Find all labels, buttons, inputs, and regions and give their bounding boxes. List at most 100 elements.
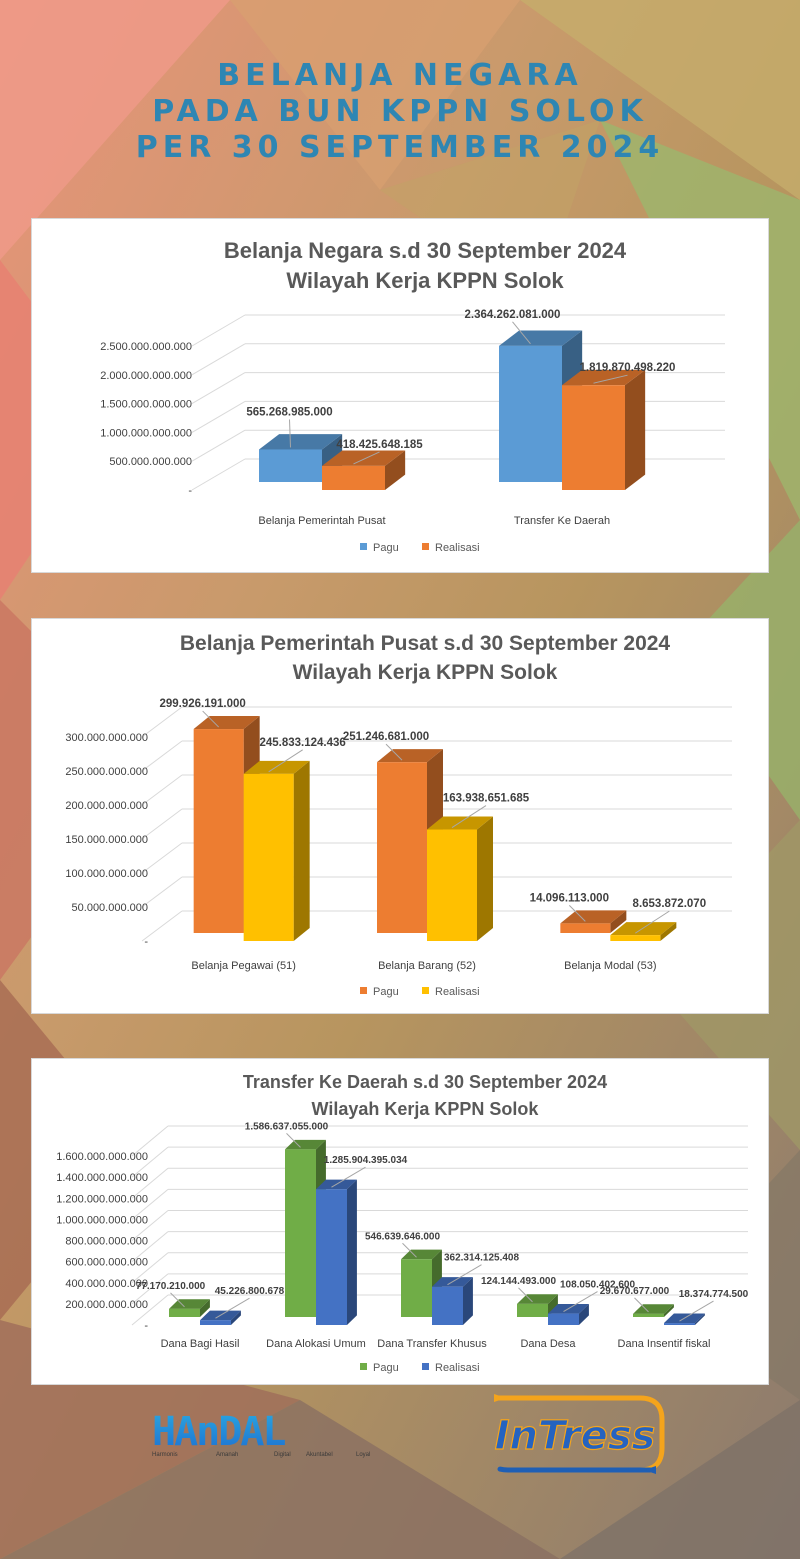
data-label: 29.670.677.000	[600, 1286, 670, 1297]
bar-realisasi	[664, 1323, 695, 1325]
handal-tagline-4: Akuntabel	[306, 1452, 333, 1458]
data-label: 77.170.210.000	[136, 1281, 206, 1292]
legend-label-realisasi: Realisasi	[435, 986, 480, 998]
handal-logo-word: HAnDAL	[152, 1412, 285, 1448]
handal-tagline-3: Digital	[274, 1452, 291, 1458]
legend-swatch-pagu	[360, 543, 367, 550]
x-category-label: Belanja Modal (53)	[564, 960, 656, 972]
bar-pagu	[633, 1313, 664, 1317]
y-tick-label: 400.000.000.000	[65, 1278, 148, 1290]
legend-label-pagu: Pagu	[373, 1362, 399, 1374]
legend-label-realisasi: Realisasi	[435, 1362, 480, 1374]
data-label-leader	[170, 1292, 185, 1308]
handal-tagline-5: Loyal	[356, 1452, 371, 1458]
data-label: 1.285.904.395.034	[324, 1155, 408, 1166]
bar-pagu	[401, 1259, 432, 1317]
bar-side-pagu	[610, 910, 627, 933]
y-tick-label: 200.000.000.000	[65, 800, 148, 812]
chart-belanja-negara-panel: Belanja Negara s.d 30 September 2024 Wila…	[31, 218, 769, 573]
y-tick-label: 1.600.000.000.000	[56, 1151, 148, 1163]
chart-transfer-ke-daerah-panel: Transfer Ke Daerah s.d 30 September 2024…	[31, 1058, 769, 1385]
data-label: 245.833.124.436	[259, 737, 345, 749]
data-label: 18.374.774.500	[679, 1289, 749, 1300]
bar-side-realisasi	[385, 450, 406, 490]
bar-pagu	[193, 729, 244, 933]
bar-realisasi	[548, 1313, 579, 1325]
data-label-leader	[451, 805, 487, 828]
gridline-diagonal	[131, 1231, 169, 1263]
legend-label-realisasi: Realisasi	[435, 542, 480, 554]
data-label: 546.639.646.000	[365, 1231, 441, 1242]
bar-side-realisasi	[695, 1313, 705, 1325]
bar-top-realisasi	[243, 760, 310, 774]
page-title-line-2: PADA BUN KPPN SOLOK	[152, 94, 648, 129]
data-label: 8.653.872.070	[633, 898, 707, 910]
data-label-leader	[331, 1166, 366, 1188]
data-label-leader	[202, 710, 220, 728]
data-label-leader	[286, 1133, 301, 1148]
gridline-diagonal	[141, 808, 183, 840]
bar-top-realisasi	[322, 450, 406, 466]
y-tick-label: 800.000.000.000	[65, 1236, 148, 1248]
legend-swatch-pagu	[360, 987, 367, 994]
data-label: 1.586.637.055.000	[245, 1121, 329, 1132]
gridline-diagonal	[191, 458, 246, 491]
chart-subtitle: Wilayah Kerja KPPN Solok	[293, 661, 558, 684]
bar-pagu	[499, 345, 562, 482]
data-label-leader	[268, 749, 303, 773]
data-label-leader	[402, 1242, 417, 1258]
y-tick-label: -	[144, 936, 148, 948]
bar-realisasi	[322, 465, 385, 490]
data-label-leader	[679, 1300, 714, 1322]
chart-subtitle: Wilayah Kerja KPPN Solok	[286, 268, 564, 293]
bar-realisasi	[316, 1189, 347, 1325]
gridline-diagonal	[131, 1125, 169, 1157]
gridline-diagonal	[131, 1294, 169, 1326]
bar-top-realisasi	[427, 816, 493, 830]
y-tick-label: 2.500.000.000.000	[100, 341, 192, 353]
bar-side-realisasi	[660, 922, 677, 941]
bar-side-pagu	[200, 1299, 210, 1317]
chart-transfer-ke-daerah: Transfer Ke Daerah s.d 30 September 2024…	[56, 1072, 749, 1374]
y-tick-label: 200.000.000.000	[65, 1299, 148, 1311]
bar-pagu	[560, 923, 611, 933]
gridline-diagonal	[191, 429, 246, 462]
y-tick-label: 1.500.000.000.000	[100, 399, 192, 411]
x-category-label: Belanja Barang (52)	[378, 960, 476, 972]
gridline-diagonal	[131, 1210, 169, 1241]
x-category-label: Dana Bagi Hasil	[161, 1338, 240, 1350]
gridline-diagonal	[141, 910, 183, 942]
chart-belanja-negara: Belanja Negara s.d 30 September 2024 Wila…	[100, 238, 725, 554]
data-label-leader	[635, 910, 670, 934]
gridline-diagonal	[141, 842, 183, 874]
gridline-diagonal	[131, 1188, 169, 1220]
bar-side-pagu	[664, 1304, 674, 1317]
y-tick-label: 1.000.000.000.000	[56, 1214, 148, 1226]
data-label: 163.938.651.685	[443, 793, 530, 805]
y-tick-label: 250.000.000.000	[65, 766, 148, 778]
bar-top-pagu	[377, 749, 443, 763]
bar-top-pagu	[499, 330, 583, 346]
bar-pagu	[377, 762, 427, 933]
x-category-label: Dana Desa	[520, 1338, 576, 1350]
gridline-diagonal	[191, 400, 246, 433]
y-tick-label: 300.000.000.000	[65, 732, 148, 744]
data-label: 14.096.113.000	[530, 892, 609, 904]
data-label: 418.425.648.185	[336, 439, 423, 451]
gridline-diagonal	[141, 740, 183, 772]
y-tick-label: 150.000.000.000	[65, 834, 148, 846]
gridline-diagonal	[141, 706, 183, 738]
chart-subtitle: Wilayah Kerja KPPN Solok	[312, 1099, 540, 1119]
bar-realisasi	[432, 1286, 463, 1325]
bar-pagu	[517, 1303, 548, 1317]
data-label-leader	[518, 1287, 533, 1303]
bar-top-realisasi	[562, 369, 646, 386]
data-label-leader	[512, 321, 531, 345]
y-tick-label: -	[188, 485, 192, 497]
data-label: 251.246.681.000	[343, 731, 429, 743]
legend-label-pagu: Pagu	[373, 986, 399, 998]
bar-side-realisasi	[477, 816, 493, 941]
bar-pagu	[259, 449, 322, 482]
gridline-diagonal	[131, 1167, 169, 1199]
y-tick-label: 1.200.000.000.000	[56, 1193, 148, 1205]
